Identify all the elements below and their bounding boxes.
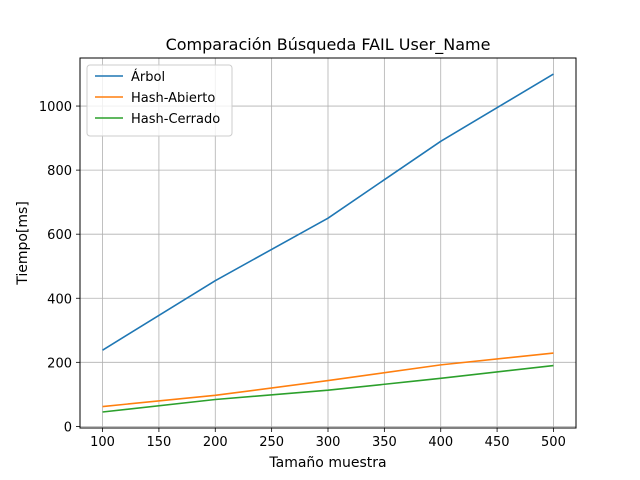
- x-tick-label: 450: [485, 435, 510, 450]
- y-tick-label: 400: [47, 292, 72, 307]
- x-tick-label: 500: [541, 435, 566, 450]
- legend-label: Hash-Cerrado: [131, 112, 220, 127]
- y-tick-label: 1000: [39, 100, 72, 115]
- y-tick-label: 0: [64, 420, 72, 435]
- x-tick-label: 300: [316, 435, 341, 450]
- series-lines: [102, 73, 554, 413]
- legend: Árbol Hash-Abierto Hash-Cerrado: [86, 64, 233, 137]
- legend-label: Hash-Abierto: [131, 91, 215, 106]
- x-tick-label: 150: [146, 435, 171, 450]
- legend-label: Árbol: [131, 69, 165, 85]
- series-line-2: [102, 364, 554, 413]
- x-tick-label: 350: [372, 435, 397, 450]
- y-axis-label: Tiempo[ms]: [15, 201, 31, 286]
- series-line-1: [102, 352, 554, 408]
- x-axis-label: Tamaño muestra: [268, 455, 386, 471]
- legend-box: [86, 64, 233, 137]
- x-tick-label: 100: [90, 435, 115, 450]
- chart-title: Comparación Búsqueda FAIL User_Name: [166, 35, 491, 55]
- x-tick-label: 400: [428, 435, 453, 450]
- y-tick-label: 800: [47, 164, 72, 179]
- x-axis-ticks: 100 150 200 250 300 350 400 450 500: [90, 428, 566, 450]
- y-axis-ticks: 0 200 400 600 800 1000: [39, 100, 80, 435]
- x-tick-label: 200: [203, 435, 228, 450]
- y-tick-label: 600: [47, 228, 72, 243]
- x-tick-label: 250: [259, 435, 284, 450]
- series-line-0: [102, 73, 554, 351]
- grid-lines: [80, 58, 576, 428]
- y-tick-label: 200: [47, 356, 72, 371]
